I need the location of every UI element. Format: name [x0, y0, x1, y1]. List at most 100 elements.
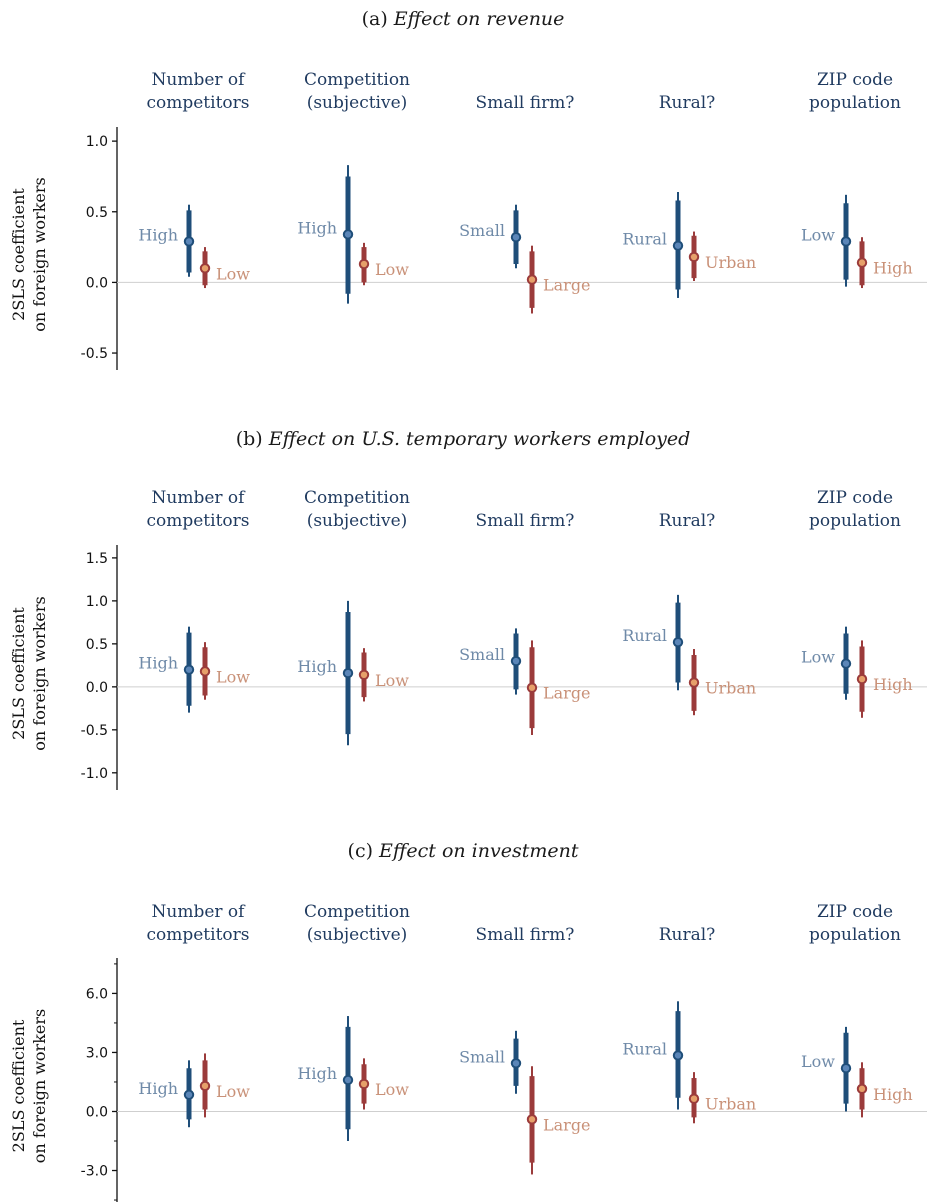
y-tick-label: 0.5 — [86, 205, 108, 221]
y-tick-label: 6.0 — [86, 986, 108, 1002]
low-series-label: High — [873, 1085, 913, 1104]
low-estimate-point — [856, 673, 868, 685]
panel-title: (b) Effect on U.S. temporary workers emp… — [236, 428, 691, 450]
low-estimate-point — [856, 1083, 868, 1095]
low-series-label: High — [873, 675, 913, 694]
high-series-label: Low — [801, 1052, 835, 1071]
y-axis-label: 2SLS coefficient — [9, 1019, 28, 1152]
group-header: (subjective) — [307, 925, 408, 945]
high-estimate-point — [840, 1062, 852, 1074]
low-series-label: Large — [543, 1115, 591, 1134]
group-0: Number of competitors High Low — [138, 488, 250, 713]
group-header: Rural? — [659, 511, 716, 531]
group-header: ZIP code — [817, 70, 893, 90]
group-3: Rural? Rural Urban — [622, 511, 756, 716]
panel-title: (a) Effect on revenue — [362, 8, 565, 30]
group-header: Small firm? — [476, 925, 575, 945]
group-header: Number of — [152, 70, 247, 90]
group-header: Competition — [304, 488, 410, 508]
high-estimate-point — [342, 667, 354, 679]
low-estimate-point — [688, 1093, 700, 1104]
high-series-label: High — [297, 218, 337, 237]
high-series-label: Small — [459, 1047, 505, 1066]
y-tick-label: -0.5 — [81, 346, 108, 362]
high-estimate-point — [342, 1074, 354, 1086]
high-estimate-point — [510, 231, 522, 243]
y-tick-label: 0.5 — [86, 637, 108, 653]
y-tick-label: -1.0 — [81, 766, 108, 782]
group-header: competitors — [146, 93, 249, 113]
group-header: (subjective) — [307, 93, 408, 113]
y-tick-label: 3.0 — [86, 1045, 108, 1061]
high-estimate-point — [840, 236, 852, 247]
high-series-label: Rural — [622, 230, 667, 249]
high-series-label: Rural — [622, 626, 667, 645]
low-estimate-point — [526, 274, 538, 285]
y-axis-label: on foreign workers — [30, 596, 49, 750]
low-estimate-point — [688, 251, 700, 263]
y-tick-label: 1.5 — [86, 551, 108, 567]
y-tick-label: 1.0 — [86, 594, 108, 610]
group-3: Rural? Rural Urban — [622, 925, 756, 1124]
y-tick-label: 0.0 — [86, 680, 108, 696]
group-header: competitors — [146, 511, 249, 531]
high-series-label: High — [138, 225, 178, 244]
group-header: Number of — [152, 902, 247, 922]
panel-letter: (a) — [362, 8, 394, 30]
high-estimate-point — [672, 240, 684, 251]
high-estimate-point — [342, 229, 354, 240]
panel-title-text: Effect on revenue — [393, 8, 565, 30]
group-1: Competition (subjective) High Low — [297, 902, 410, 1141]
y-tick-label: 0.0 — [86, 275, 108, 291]
group-header: ZIP code — [817, 902, 893, 922]
high-estimate-point — [840, 658, 852, 669]
high-estimate-point — [183, 236, 195, 247]
group-header: population — [809, 925, 901, 945]
low-series-label: Low — [216, 1082, 250, 1101]
low-series-label: Large — [543, 276, 591, 295]
low-series-label: Low — [375, 671, 409, 690]
high-series-label: Low — [801, 648, 835, 667]
group-header: population — [809, 93, 901, 113]
y-tick-label: 1.0 — [86, 134, 108, 150]
y-axis-label: on foreign workers — [30, 1009, 49, 1163]
group-header: ZIP code — [817, 488, 893, 508]
low-estimate-point — [526, 1114, 538, 1125]
panel-title-text: Effect on investment — [378, 840, 579, 862]
low-estimate-point — [199, 666, 211, 677]
low-estimate-point — [526, 682, 538, 693]
group-header: Rural? — [659, 925, 716, 945]
group-1: Competition (subjective) High Low — [297, 70, 410, 304]
y-tick-label: 0.0 — [86, 1104, 108, 1120]
high-series-label: Small — [459, 645, 505, 664]
high-estimate-point — [510, 655, 522, 667]
group-header: Competition — [304, 70, 410, 90]
high-series-label: High — [297, 1064, 337, 1083]
group-header: Competition — [304, 902, 410, 922]
high-series-label: High — [297, 657, 337, 676]
group-0: Number of competitors High Low — [138, 70, 250, 289]
high-series-label: Small — [459, 221, 505, 240]
high-estimate-point — [183, 664, 195, 675]
group-2: Small firm? Small Large — [459, 511, 591, 735]
low-series-label: Low — [216, 667, 250, 686]
panel-b: (b) Effect on U.S. temporary workers emp… — [9, 428, 927, 790]
high-estimate-point — [672, 636, 684, 648]
panel-c: (c) Effect on investment 2SLS coefficient… — [9, 840, 927, 1202]
group-header: population — [809, 511, 901, 531]
group-4: ZIP code population Low High — [801, 488, 913, 718]
y-tick-label: -0.5 — [81, 723, 108, 739]
high-estimate-point — [183, 1089, 195, 1100]
high-series-label: High — [138, 654, 178, 673]
low-estimate-point — [199, 263, 211, 274]
low-series-label: Urban — [705, 1095, 756, 1114]
low-series-label: Low — [375, 260, 409, 279]
group-4: ZIP code population Low High — [801, 902, 913, 1118]
low-series-label: Urban — [705, 679, 756, 698]
low-series-label: High — [873, 259, 913, 278]
group-header: (subjective) — [307, 511, 408, 531]
group-header: Rural? — [659, 93, 716, 113]
group-2: Small firm? Small Large — [459, 93, 591, 314]
y-axis-label: on foreign workers — [30, 177, 49, 331]
